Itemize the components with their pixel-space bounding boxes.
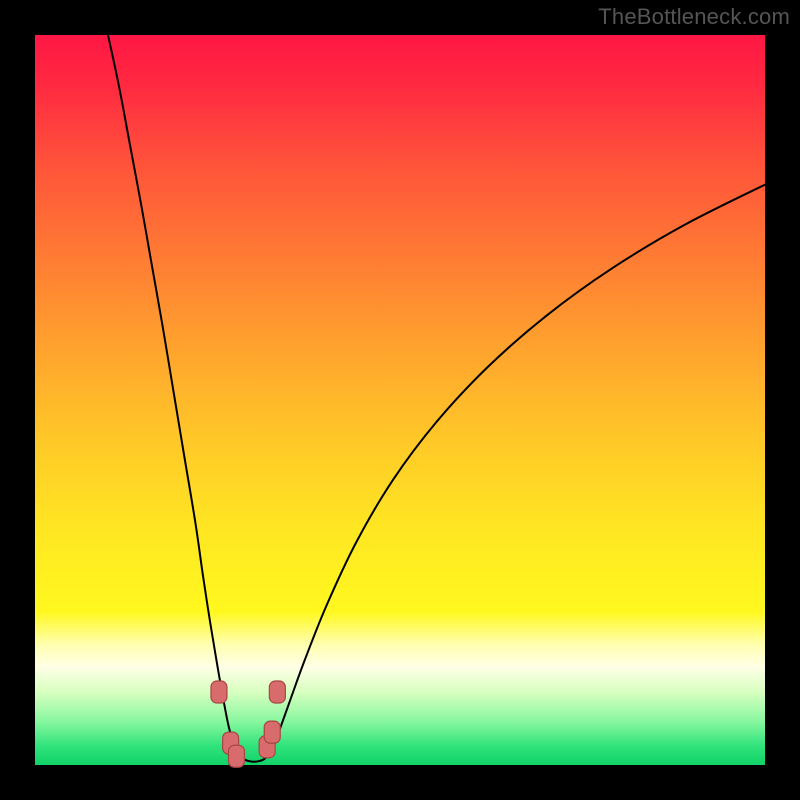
- watermark-text: TheBottleneck.com: [598, 4, 790, 30]
- curve-marker: [211, 681, 227, 703]
- curve-marker: [269, 681, 285, 703]
- chart-stage: TheBottleneck.com: [0, 0, 800, 800]
- bottleneck-chart: [0, 0, 800, 800]
- plot-gradient-bg: [35, 35, 765, 765]
- curve-marker: [264, 721, 280, 743]
- curve-marker: [228, 745, 244, 767]
